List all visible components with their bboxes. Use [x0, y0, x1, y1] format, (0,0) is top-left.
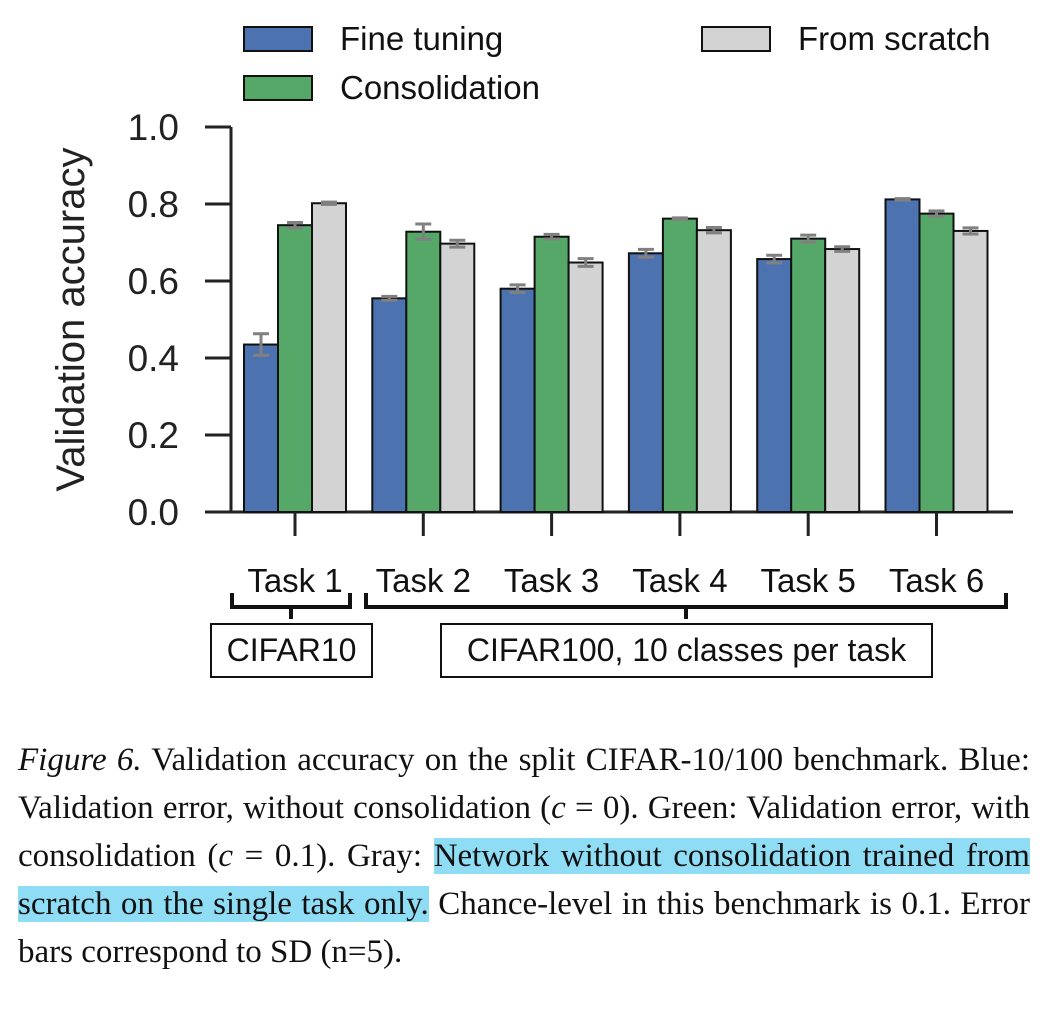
x-tick-label: Task 1	[247, 562, 342, 599]
y-tick-label: 0.2	[128, 415, 179, 456]
x-tick-label: Task 3	[504, 562, 599, 599]
x-tick-label: Task 4	[632, 562, 727, 599]
bar-from-scratch-2	[439, 242, 476, 513]
legend-swatch-from-scratch	[701, 26, 771, 52]
legend-label-consolidation: Consolidation	[340, 69, 540, 106]
caption-eq-1: = 0.1). Gray:	[233, 838, 434, 874]
x-tick-label: Task 6	[889, 562, 984, 599]
caption-eq-0: = 0).	[565, 790, 648, 826]
bar-from-scratch-5	[824, 248, 861, 513]
bar-fine-tuning-1	[243, 343, 279, 513]
legend-swatch-fine-tuning	[243, 26, 313, 52]
bar-consolidation-6	[918, 212, 955, 513]
bar-fine-tuning-4	[627, 252, 664, 513]
bar-from-scratch-4	[695, 229, 732, 513]
caption-part-1: Validation accuracy on the split CIFAR-1…	[18, 742, 1030, 826]
bar-fine-tuning-3	[499, 287, 536, 514]
bar-consolidation-3	[533, 235, 570, 513]
group-label: CIFAR10	[227, 632, 357, 668]
caption-c-symbol-1: c	[551, 790, 566, 826]
bar-consolidation-1	[277, 224, 313, 514]
bar-from-scratch-6	[952, 229, 989, 513]
caption-part-2: Green: Validation error, with consolidat…	[18, 790, 1030, 874]
caption-c-symbol-2: c	[218, 838, 234, 874]
figure-caption: Figure 6. Validation accuracy on the spl…	[18, 736, 1030, 976]
bar-from-scratch-3	[567, 261, 604, 513]
chart-svg: 0.0 0.2 0.4 0.6 0.8 1.0 Validation accuracy Tas…	[49, 20, 1013, 678]
y-tick-label: 1.0	[128, 107, 179, 148]
group-label-box	[440, 623, 933, 678]
legend-label-from-scratch: From scratch	[798, 20, 991, 57]
bar-fine-tuning-5	[756, 258, 793, 513]
y-tick-label: 0.4	[128, 338, 179, 379]
bar-fine-tuning-6	[884, 198, 921, 513]
x-tick-label: Task 2	[376, 562, 471, 599]
caption-part-3: Chance-level in this benchmark is 0.1. E…	[18, 886, 1031, 970]
group-label: CIFAR100, 10 classes per task	[467, 632, 907, 668]
bar-consolidation-2	[405, 230, 442, 513]
bar-chart: 0.0 0.2 0.4 0.6 0.8 1.0 Validation accuracy Tas…	[49, 20, 1013, 678]
x-tick-label: Task 5	[761, 562, 856, 599]
group-label-box	[210, 623, 373, 678]
y-tick-label: 0.6	[128, 261, 179, 302]
y-axis-label: Validation accuracy	[49, 148, 93, 492]
bar-fine-tuning-2	[371, 297, 408, 514]
bar-consolidation-4	[661, 217, 698, 513]
y-tick-label: 0.8	[128, 184, 179, 225]
y-tick-label: 0.0	[128, 492, 179, 533]
legend-label-fine-tuning: Fine tuning	[340, 20, 503, 57]
legend-swatch-consolidation	[243, 75, 313, 101]
figure-label: Figure 6.	[18, 742, 142, 778]
bar-consolidation-5	[790, 237, 827, 513]
bar-from-scratch-1	[311, 202, 347, 513]
